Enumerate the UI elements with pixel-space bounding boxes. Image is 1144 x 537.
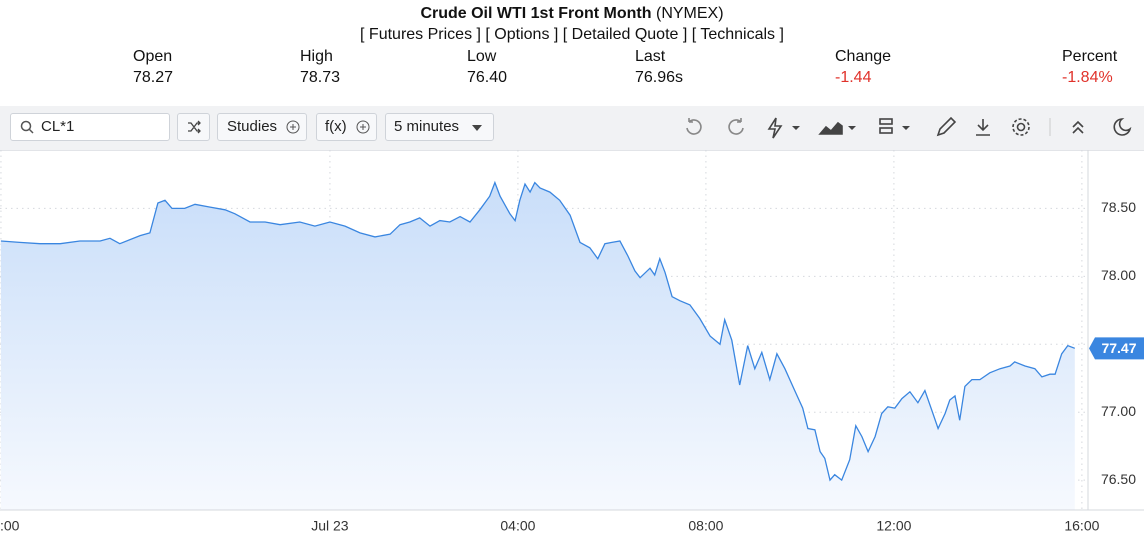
stat-label: Change bbox=[835, 48, 892, 65]
redo-icon[interactable] bbox=[728, 118, 744, 135]
link[interactable]: [ Detailed Quote ] bbox=[562, 26, 688, 43]
toolbar-icons bbox=[686, 116, 1132, 139]
studies-label: Studies bbox=[227, 118, 278, 135]
plus-icon bbox=[286, 120, 300, 134]
chart-toolbar: CL*1 Studies f(x) 5 minutes bbox=[0, 106, 1144, 151]
x-tick-label: 16:00 bbox=[1064, 518, 1099, 534]
interval: 5 minutes bbox=[394, 118, 460, 135]
collapse-icon[interactable] bbox=[1072, 120, 1084, 134]
stat-value: 78.73 bbox=[300, 69, 341, 86]
area bbox=[0, 182, 1075, 510]
theme-icon[interactable] bbox=[1113, 118, 1132, 136]
stat-value: -1.44 bbox=[835, 69, 872, 86]
link[interactable]: [ Futures Prices ] bbox=[360, 26, 481, 43]
function-button[interactable]: f(x) bbox=[316, 113, 377, 141]
search-icon bbox=[20, 120, 34, 134]
plus-icon bbox=[356, 120, 370, 134]
stat: High 78.73 bbox=[300, 46, 340, 88]
link[interactable]: [ Options ] bbox=[485, 26, 559, 43]
stat-label: Percent bbox=[1062, 48, 1118, 65]
draw-icon[interactable] bbox=[936, 116, 957, 137]
flash-icon[interactable] bbox=[767, 117, 783, 139]
y-tick-label: 76.50 bbox=[1101, 471, 1136, 487]
caret-icon bbox=[472, 125, 482, 131]
studies-button[interactable]: Studies bbox=[217, 113, 307, 141]
x-tick-label: 04:00 bbox=[500, 518, 535, 534]
quote-links: [ Futures Prices ] [ Options ] [ Detaile… bbox=[0, 26, 1144, 44]
stat: Low 76.40 bbox=[467, 46, 507, 88]
stat: Last 76.96s bbox=[635, 46, 683, 88]
interval-select[interactable]: 5 minutes bbox=[385, 113, 494, 141]
download-icon[interactable] bbox=[976, 119, 990, 136]
quote-title: Crude Oil WTI 1st Front Month (NYMEX) bbox=[0, 5, 1144, 23]
y-tick-label: 78.00 bbox=[1101, 267, 1136, 283]
exchange: (NYMEX) bbox=[655, 5, 724, 22]
x-tick-label: :00 bbox=[0, 518, 20, 534]
stat-label: Open bbox=[133, 48, 173, 65]
last-price-label: 77.47 bbox=[1101, 340, 1136, 356]
stat-label: High bbox=[300, 48, 333, 65]
instrument-name: Crude Oil WTI 1st Front Month bbox=[420, 5, 652, 22]
x-tick-label: 08:00 bbox=[688, 518, 723, 534]
stat: Change -1.44 bbox=[835, 46, 891, 88]
stat-value: 76.96s bbox=[635, 69, 684, 86]
stat-label: Low bbox=[467, 48, 497, 65]
symbol-input[interactable]: CL*1 bbox=[10, 113, 170, 141]
stat-value: 76.40 bbox=[467, 69, 508, 86]
stat: Open 78.27 bbox=[133, 46, 173, 88]
link[interactable]: [ Technicals ] bbox=[691, 26, 784, 43]
stat-label: Last bbox=[635, 48, 666, 65]
y-tick-label: 77.00 bbox=[1101, 403, 1136, 419]
last-price-tag bbox=[1089, 337, 1144, 360]
function-label: f(x) bbox=[325, 118, 347, 135]
price-line bbox=[0, 180, 1076, 482]
price-chart: 76.50 77.00 78.00 78.50 :00 Jul 23 04:00 08:00 1… bbox=[0, 150, 1144, 534]
symbol: CL*1 bbox=[41, 118, 75, 135]
y-tick-label: 78.50 bbox=[1101, 199, 1136, 215]
stat-value: 78.27 bbox=[133, 69, 174, 86]
stat: Percent -1.84% bbox=[1062, 46, 1117, 88]
stat-value: -1.84% bbox=[1062, 69, 1113, 86]
x-tick-label: 12:00 bbox=[876, 518, 911, 534]
shuffle-icon bbox=[188, 120, 201, 134]
chart-type-icon[interactable] bbox=[818, 121, 843, 135]
x-tick-label: Jul 23 bbox=[311, 518, 349, 534]
compare-button[interactable] bbox=[177, 113, 210, 141]
settings-icon[interactable] bbox=[1016, 122, 1026, 132]
undo-icon[interactable] bbox=[686, 118, 702, 135]
layout-icon[interactable] bbox=[879, 118, 893, 125]
